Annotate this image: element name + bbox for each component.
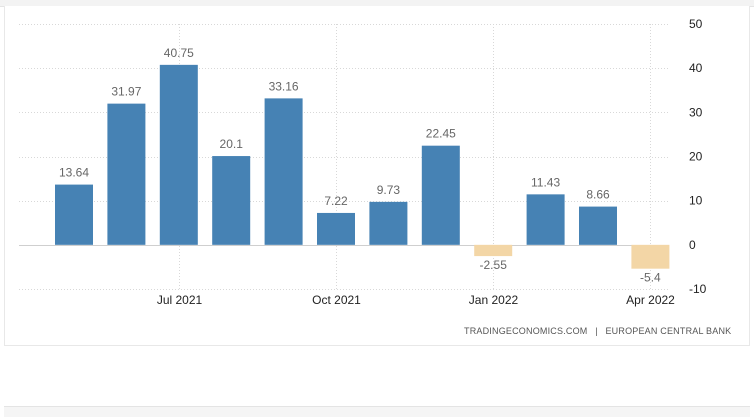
y-tick-label: -10 (689, 282, 707, 296)
bar-value-label: 11.43 (531, 175, 560, 189)
bar-positive (526, 194, 565, 245)
bar-value-label: -5.4 (640, 271, 661, 285)
source-right: EUROPEAN CENTRAL BANK (605, 326, 731, 336)
bar-value-label: 9.73 (377, 183, 401, 197)
bar-positive (264, 98, 303, 245)
x-axis: Jul 2021 Oct 2021 Jan 2022 Apr 2022 (157, 293, 675, 307)
y-tick-label: 10 (689, 194, 703, 208)
y-axis: 50 40 30 20 10 0 -10 (689, 17, 707, 296)
bar-positive (579, 206, 617, 245)
bar-value-label: 33.16 (269, 79, 299, 93)
bar-positive (55, 184, 93, 245)
bar-value-label: -2.55 (480, 258, 508, 272)
bar-chart: 13.64 31.97 40.75 20.1 33.16 7.22 9.73 22.45 -2.… (19, 17, 731, 336)
source-credit: TRADINGECONOMICS.COM | EUROPEAN CENTRAL … (464, 326, 731, 336)
bar-positive (159, 64, 198, 245)
bar-value-label: 7.22 (324, 194, 348, 208)
bars (55, 64, 670, 269)
bar-value-label: 20.1 (220, 137, 244, 151)
data-labels: 13.64 31.97 40.75 20.1 33.16 7.22 9.73 22.45 -2.… (59, 46, 661, 285)
bar-positive (212, 156, 251, 245)
chart-panel: 13.64 31.97 40.75 20.1 33.16 7.22 9.73 22.45 -2.… (4, 6, 750, 346)
x-tick-label: Apr 2022 (626, 293, 675, 307)
bar-negative (631, 244, 670, 269)
bar-positive (107, 103, 146, 245)
source-separator: | (595, 326, 598, 336)
y-tick-label: 0 (689, 238, 696, 252)
y-tick-label: 30 (689, 105, 703, 119)
y-tick-label: 20 (689, 150, 703, 164)
bar-value-label: 31.97 (111, 85, 141, 99)
bar-value-label: 13.64 (59, 166, 89, 180)
bar-positive (317, 212, 355, 245)
x-tick-label: Oct 2021 (312, 293, 361, 307)
x-tick-label: Jul 2021 (157, 293, 203, 307)
x-tick-label: Jan 2022 (469, 293, 519, 307)
bar-positive (369, 201, 408, 245)
source-left: TRADINGECONOMICS.COM (464, 326, 588, 336)
bottom-strip (4, 406, 750, 417)
bar-value-label: 8.66 (586, 188, 610, 202)
y-tick-label: 50 (689, 17, 703, 31)
bar-positive (421, 145, 460, 245)
bar-negative (474, 244, 513, 257)
bar-value-label: 22.45 (426, 127, 456, 141)
bar-value-label: 40.75 (164, 46, 194, 60)
y-tick-label: 40 (689, 61, 703, 75)
